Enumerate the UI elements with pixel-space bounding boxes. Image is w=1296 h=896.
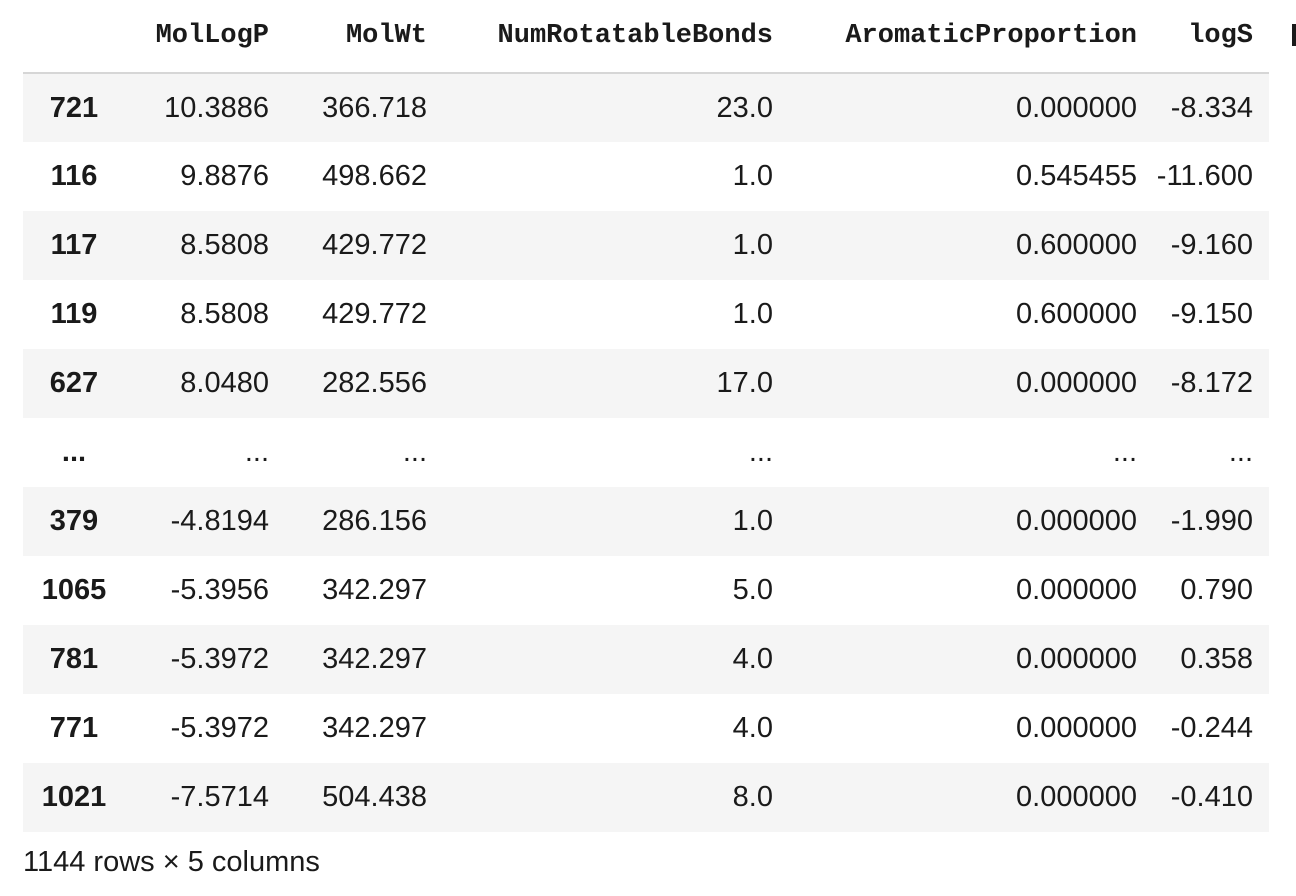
table-cell: 286.156 <box>322 505 427 537</box>
table-cell: 342.297 <box>322 643 427 675</box>
table-cell: 1.0 <box>732 505 773 537</box>
table-cell: 8.5808 <box>180 298 269 330</box>
table-cell: 0.000000 <box>1016 505 1137 537</box>
table-cell: 1.0 <box>732 298 773 330</box>
table-cell: 10.3886 <box>164 91 269 124</box>
table-cell: 0.000000 <box>1016 643 1137 675</box>
table-row: 1065 -5.3956 342.297 5.0 0.000000 0.790 <box>23 556 1269 625</box>
table-cell: 0.000000 <box>1016 574 1137 606</box>
table-cell: ... <box>1112 436 1137 468</box>
row-index: 781 <box>49 643 99 675</box>
table-cell: 0.000000 <box>1016 367 1137 399</box>
table-cell: 1.0 <box>732 160 773 192</box>
table-cell: 0.000000 <box>1016 781 1137 813</box>
table-cell: -5.3956 <box>170 574 269 606</box>
column-header: NumRotatableBonds <box>443 0 789 74</box>
table-row: .................. <box>23 418 1269 487</box>
table-cell: 5.0 <box>732 574 773 606</box>
table-cell: 342.297 <box>322 712 427 744</box>
table-row: 119 8.5808 429.772 1.0 0.600000 -9.150 <box>23 280 1269 349</box>
table-cell: 8.5808 <box>180 229 269 261</box>
table-cell: -4.8194 <box>170 505 269 537</box>
table-cell: 366.718 <box>322 91 427 124</box>
table-row: 781 -5.3972 342.297 4.0 0.000000 0.358 <box>23 625 1269 694</box>
table-cell: 4.0 <box>732 712 773 744</box>
table-cell: 282.556 <box>322 367 427 399</box>
table-cell: -7.5714 <box>170 781 269 813</box>
table-cell: 0.790 <box>1180 574 1253 606</box>
table-cell: 23.0 <box>716 91 773 124</box>
table-cell: 4.0 <box>732 643 773 675</box>
table-cell: ... <box>748 436 773 468</box>
table-row: 1021 -7.5714 504.438 8.0 0.000000 -0.410 <box>23 763 1269 832</box>
table-cell: 498.662 <box>322 160 427 192</box>
table-cell: -8.172 <box>1170 367 1253 399</box>
row-index: 627 <box>49 367 99 399</box>
table-cell: 504.438 <box>322 781 427 813</box>
table-cell: -5.3972 <box>170 712 269 744</box>
row-index: 117 <box>50 229 98 261</box>
table-cell: 0.358 <box>1180 643 1253 675</box>
table-cell: ... <box>402 436 427 468</box>
header-row: MolLogP MolWt NumRotatableBonds Aromatic… <box>23 0 1269 74</box>
table-row: 379 -4.8194 286.156 1.0 0.000000 -1.990 <box>23 487 1269 556</box>
column-header: logS <box>1153 0 1269 74</box>
table-cell: -11.600 <box>1156 160 1253 192</box>
table-cell: -9.150 <box>1170 298 1253 330</box>
table-cell: ... <box>244 436 269 468</box>
table-cell: 9.8876 <box>180 160 269 192</box>
table-cell: 429.772 <box>322 298 427 330</box>
table-cell: -1.990 <box>1170 505 1253 537</box>
table-cell: -9.160 <box>1170 229 1253 261</box>
table-cell: 8.0480 <box>180 367 269 399</box>
table-cell: 0.600000 <box>1016 298 1137 330</box>
table-cell: -8.334 <box>1170 91 1253 124</box>
table-cell: 0.000000 <box>1016 91 1137 124</box>
shape-caption: 1144 rows × 5 columns <box>23 846 320 878</box>
dataframe-output: MolLogP MolWt NumRotatableBonds Aromatic… <box>23 0 1269 832</box>
edge-divider <box>1292 24 1296 46</box>
table-cell: 342.297 <box>322 574 427 606</box>
table-cell: ... <box>1228 436 1253 468</box>
row-index: 721 <box>49 91 99 124</box>
dataframe-table: MolLogP MolWt NumRotatableBonds Aromatic… <box>23 0 1269 832</box>
table-cell: 0.600000 <box>1016 229 1137 261</box>
row-index: 1021 <box>41 781 107 813</box>
table-cell: 429.772 <box>322 229 427 261</box>
table-row: 771 -5.3972 342.297 4.0 0.000000 -0.244 <box>23 694 1269 763</box>
row-index: 119 <box>50 298 98 330</box>
index-header <box>23 0 125 74</box>
table-row: 117 8.5808 429.772 1.0 0.600000 -9.160 <box>23 211 1269 280</box>
row-index: 116 <box>50 160 98 192</box>
column-header: MolWt <box>285 0 443 74</box>
table-cell: -0.410 <box>1170 781 1253 813</box>
table-cell: 0.545455 <box>1016 160 1137 192</box>
column-header: AromaticProportion <box>789 0 1153 74</box>
table-cell: 1.0 <box>732 229 773 261</box>
table-cell: 17.0 <box>716 367 773 399</box>
row-index: 1065 <box>41 574 107 606</box>
table-cell: -0.244 <box>1170 712 1253 744</box>
row-index: 771 <box>49 712 99 744</box>
row-index: 379 <box>49 505 99 537</box>
table-cell: 0.000000 <box>1016 712 1137 744</box>
row-index: ... <box>61 436 87 468</box>
table-cell: -5.3972 <box>170 643 269 675</box>
table-row: 116 9.8876 498.662 1.0 0.545455 -11.600 <box>23 142 1269 211</box>
table-cell: 8.0 <box>732 781 773 813</box>
table-row: 721 10.3886 366.718 23.0 0.000000 -8.334 <box>23 73 1269 142</box>
table-row: 627 8.0480 282.556 17.0 0.000000 -8.172 <box>23 349 1269 418</box>
column-header: MolLogP <box>125 0 285 74</box>
